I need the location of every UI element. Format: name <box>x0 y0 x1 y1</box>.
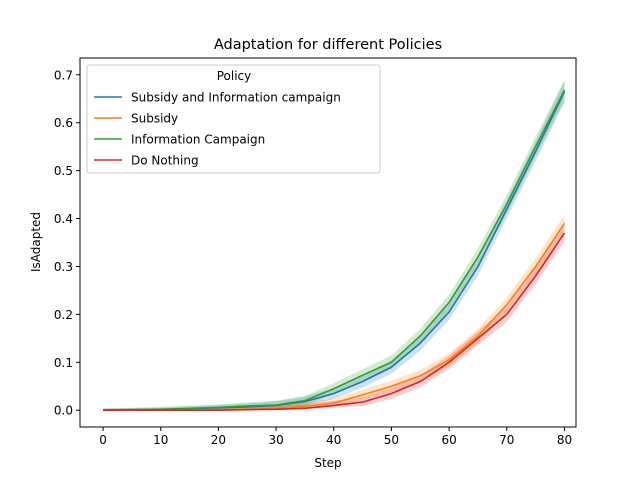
y-axis-ticks: 0.0 0.1 0.2 0.3 0.4 0.5 0.6 0.7 <box>54 68 80 418</box>
x-tick-label: 40 <box>326 433 341 447</box>
y-tick-label: 0.4 <box>54 212 73 226</box>
x-axis-ticks: 0 10 20 30 40 50 60 70 80 <box>99 427 572 447</box>
y-tick-label: 0.6 <box>54 116 73 130</box>
y-tick-label: 0.0 <box>54 404 73 418</box>
plot-frame <box>79 57 577 428</box>
y-tick-label: 0.3 <box>54 260 73 274</box>
series-lines <box>103 89 566 412</box>
legend: Policy Subsidy and Information campaign S… <box>86 64 381 174</box>
x-tick-label: 20 <box>211 433 226 447</box>
x-tick-label: 50 <box>384 433 399 447</box>
legend-title: Policy <box>217 69 252 83</box>
legend-box <box>86 64 381 174</box>
legend-entry-0: Subsidy and Information campaign <box>131 91 341 105</box>
series-line-3 <box>103 232 566 412</box>
x-tick-label: 10 <box>153 433 168 447</box>
x-tick-label: 60 <box>441 433 456 447</box>
chart-title: Adaptation for different Policies <box>214 37 442 53</box>
x-tick-label: 0 <box>99 433 107 447</box>
y-axis-label: IsAdapted <box>29 212 43 272</box>
series-band-3 <box>103 224 565 411</box>
series-line-2 <box>103 89 566 411</box>
x-tick-label: 80 <box>557 433 572 447</box>
legend-entry-3: Do Nothing <box>131 154 199 168</box>
x-tick-label: 30 <box>268 433 283 447</box>
y-tick-label: 0.5 <box>54 164 73 178</box>
series-band-1 <box>103 214 565 411</box>
x-tick-label: 70 <box>499 433 514 447</box>
y-tick-label: 0.7 <box>54 68 73 82</box>
legend-entry-1: Subsidy <box>131 112 178 126</box>
y-tick-label: 0.1 <box>54 356 73 370</box>
y-tick-label: 0.2 <box>54 308 73 322</box>
series-line-1 <box>103 222 566 412</box>
x-axis-label: Step <box>314 456 341 470</box>
legend-entry-2: Information Campaign <box>131 133 265 147</box>
